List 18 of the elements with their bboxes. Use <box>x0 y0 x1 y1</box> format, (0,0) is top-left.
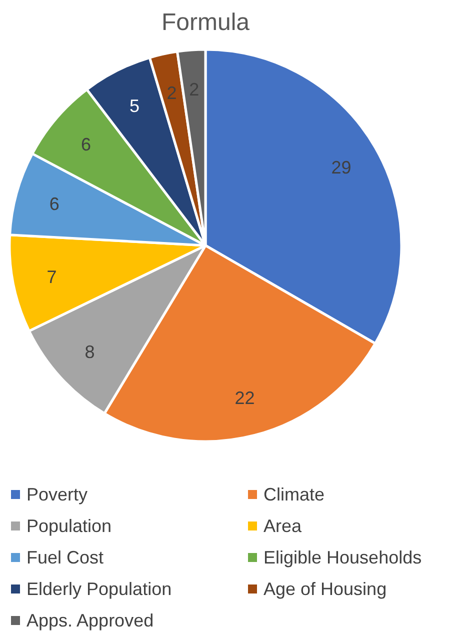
legend-label: Elderly Population <box>26 579 172 599</box>
data-label: 29 <box>331 158 352 178</box>
legend-label: Eligible Households <box>264 548 422 568</box>
data-label: 7 <box>46 266 57 287</box>
data-label: 8 <box>84 342 95 362</box>
legend-label: Age of Housing <box>264 579 387 599</box>
data-label: 22 <box>234 388 255 408</box>
legend-label: Area <box>264 516 303 536</box>
data-label: 5 <box>130 96 140 116</box>
data-label: 6 <box>49 194 60 214</box>
chart-title: Formula <box>161 9 250 36</box>
legend-label: Fuel Cost <box>26 548 104 568</box>
legend-label: Population <box>26 516 112 536</box>
legend-label: Climate <box>264 484 325 504</box>
data-label: 6 <box>80 134 92 154</box>
legend-label: Poverty <box>26 484 88 504</box>
data-label: 2 <box>166 82 177 103</box>
legend-label: Apps. Approved <box>26 610 154 630</box>
